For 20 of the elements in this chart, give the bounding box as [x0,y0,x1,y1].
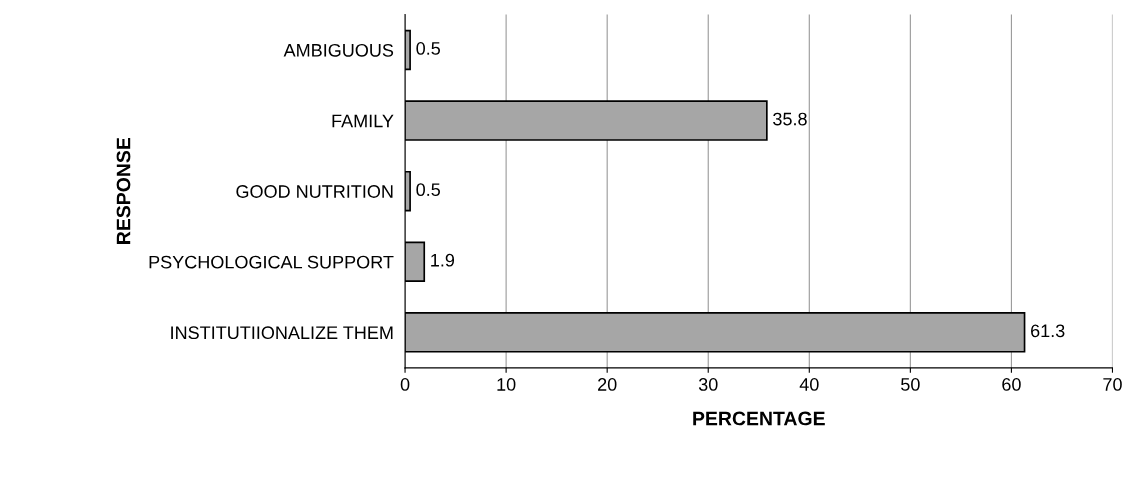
data-label: 0.5 [416,42,441,55]
y-tick-label: PSYCHOLOGICAL SUPPORT [149,255,394,269]
data-label: 1.9 [431,253,455,267]
y-tick-label: GOOD NUTRITION [236,185,393,198]
data-label: 61.3 [1031,324,1065,338]
y-tick-label: AMBIGUOUS [283,43,394,57]
data-label: 0.5 [416,183,441,197]
y-tick-label: INSTITUTIIONALIZE THEM [171,326,393,340]
x-tick-label: 70 [1103,378,1122,391]
x-tick-label: 0 [400,378,410,391]
y-tick-label: FAMILY [332,114,394,128]
x-tick-label: 30 [698,378,718,391]
x-tick-label: 10 [497,378,516,391]
data-label: 35.8 [773,112,807,126]
x-tick-label: 40 [799,378,819,391]
x-tick-label: 60 [1002,378,1021,391]
y-axis-title: RESPONSE [116,137,131,244]
x-tick-label: 20 [598,378,617,391]
x-tick-label: 50 [901,378,920,391]
x-axis-title: PERCENTAGE [693,411,825,426]
